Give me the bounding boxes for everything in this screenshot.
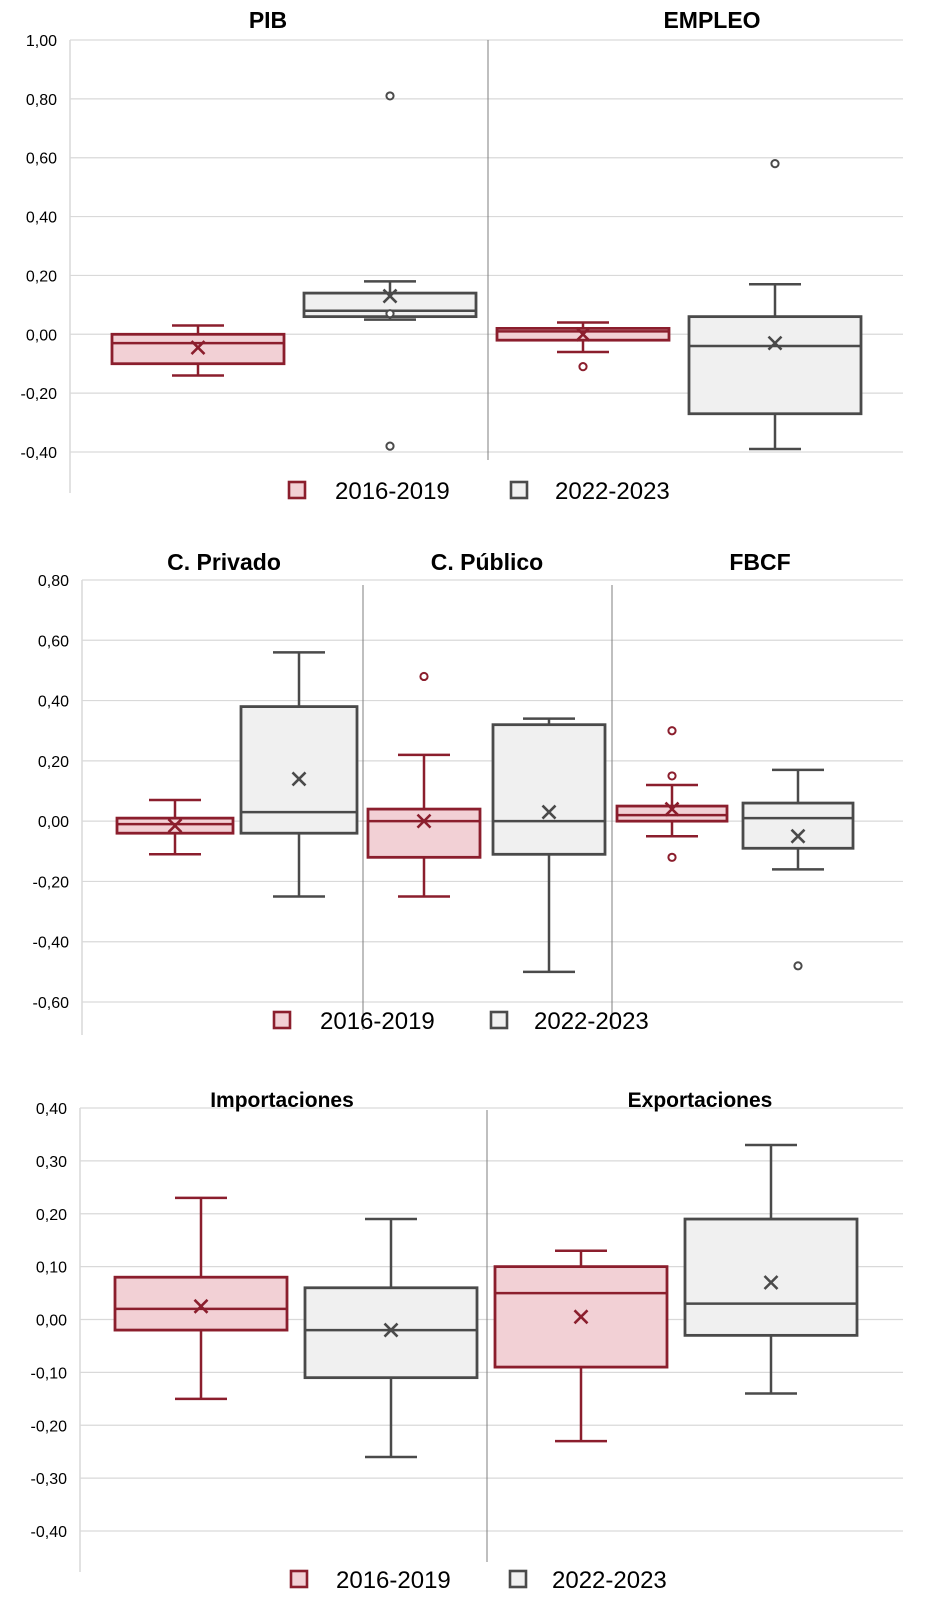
chart-3: 0,40 0,30 0,20 0,10 0,00 -0,10 -0,20 -0,30 -0,40… [31,1089,903,1594]
box-2022-2023 [687,159,863,451]
y-tick-label: -0,20 [31,1418,68,1435]
legend-label: 2016-2019 [335,478,450,505]
outlier-point [385,309,395,319]
y-tick-label: 0,20 [26,268,57,285]
y-tick-label: 0,20 [38,754,69,771]
y-tick-label: -0,10 [31,1365,68,1382]
box-2022-2023 [683,1143,859,1395]
y-tick-label: 0,60 [38,633,69,650]
legend-label: 2022-2023 [534,1008,649,1035]
legend-label: 2022-2023 [555,478,670,505]
y-tick-label: -0,40 [33,935,70,952]
y-tick-label: 0,10 [36,1260,67,1277]
box-2016-2019 [495,321,671,372]
box-2016-2019 [115,798,235,856]
legend-label: 2016-2019 [320,1008,435,1035]
mean-marker [190,340,206,355]
panel-title: Exportaciones [628,1089,773,1112]
outlier-point [793,961,803,971]
box-2022-2023 [302,91,478,451]
box-iqr [366,807,482,859]
mean-marker [291,771,307,787]
box-iqr [239,705,359,835]
mean-marker [167,818,183,834]
legend: 2016-2019 2022-2023 [287,478,670,505]
box-iqr [113,1275,289,1332]
box-2022-2023 [491,717,607,974]
box-2016-2019 [113,1196,289,1401]
legend-swatch-2016-2019 [287,480,307,500]
mean-marker [767,335,783,351]
legend-swatch-2016-2019 [272,1010,292,1030]
chart-2: 0,80 0,60 0,40 0,20 0,00 -0,20 -0,40 -0,60 C. Pr… [33,549,903,1035]
box-iqr [683,1217,859,1337]
box-2022-2023 [741,768,855,971]
y-tick-label: 1,00 [26,33,57,50]
legend: 2016-2019 2022-2023 [272,1008,649,1035]
panel-title: FBCF [729,549,790,575]
mean-marker [541,804,557,820]
box-iqr [303,1286,479,1380]
legend-swatch-2022-2023 [508,1569,528,1589]
box-2016-2019 [366,671,482,898]
legend-swatch-2016-2019 [289,1569,309,1589]
panel-title: Importaciones [210,1089,354,1112]
box-2022-2023 [239,651,359,898]
y-tick-label: -0,40 [31,1524,68,1541]
outlier-point [385,91,395,101]
chart-1: 1,00 0,80 0,60 0,40 0,20 0,00 -0,20 -0,40 PIB EMP… [21,7,903,505]
outlier-point [385,441,395,451]
mean-marker [763,1275,779,1290]
panel-title: C. Público [431,549,543,575]
mean-marker [416,813,432,829]
mean-marker [575,326,591,342]
y-tick-label: 0,60 [26,151,57,168]
mean-marker [573,1309,589,1325]
panel-title: EMPLEO [663,7,760,33]
y-tick-label: 0,40 [26,210,57,227]
box-iqr [687,315,863,416]
legend-label: 2016-2019 [336,1567,451,1594]
y-tick-label: 0,20 [36,1207,67,1224]
box-2022-2023 [303,1217,479,1459]
box-2016-2019 [493,1249,669,1443]
outlier-point [578,362,588,372]
y-tick-label: -0,40 [21,445,58,462]
mean-marker [383,1322,399,1338]
y-tick-label: -0,30 [31,1471,68,1488]
y-tick-label: 0,80 [26,92,57,109]
y-tick-label: -0,20 [21,386,58,403]
mean-marker [382,288,398,304]
legend-swatch-2022-2023 [509,480,529,500]
box-iqr [741,801,855,850]
outlier-point [667,726,677,736]
y-tick-label: 0,00 [26,327,57,344]
mean-marker [664,801,680,817]
y-tick-label: 0,40 [36,1101,67,1118]
y-tick-label: 0,80 [38,573,69,590]
legend: 2016-2019 2022-2023 [289,1567,667,1594]
y-tick-label: -0,20 [33,874,70,891]
outlier-point [770,159,780,169]
y-tick-label: 0,00 [36,1313,67,1330]
box-2016-2019 [615,726,729,862]
box-iqr [491,723,607,856]
y-tick-label: -0,60 [33,995,70,1012]
y-tick-label: 0,30 [36,1154,67,1171]
outlier-point [667,771,677,781]
legend-label: 2022-2023 [552,1567,667,1594]
mean-marker [193,1298,209,1314]
legend-swatch-2022-2023 [489,1010,509,1030]
panel-title: PIB [249,7,287,33]
y-tick-label: 0,00 [38,814,69,831]
box-iqr [615,804,729,823]
y-tick-label: 0,40 [38,694,69,711]
outlier-point [667,852,677,862]
panel-title: C. Privado [167,549,281,575]
box-2016-2019 [110,324,286,377]
mean-marker [790,828,806,844]
outlier-point [419,671,429,682]
